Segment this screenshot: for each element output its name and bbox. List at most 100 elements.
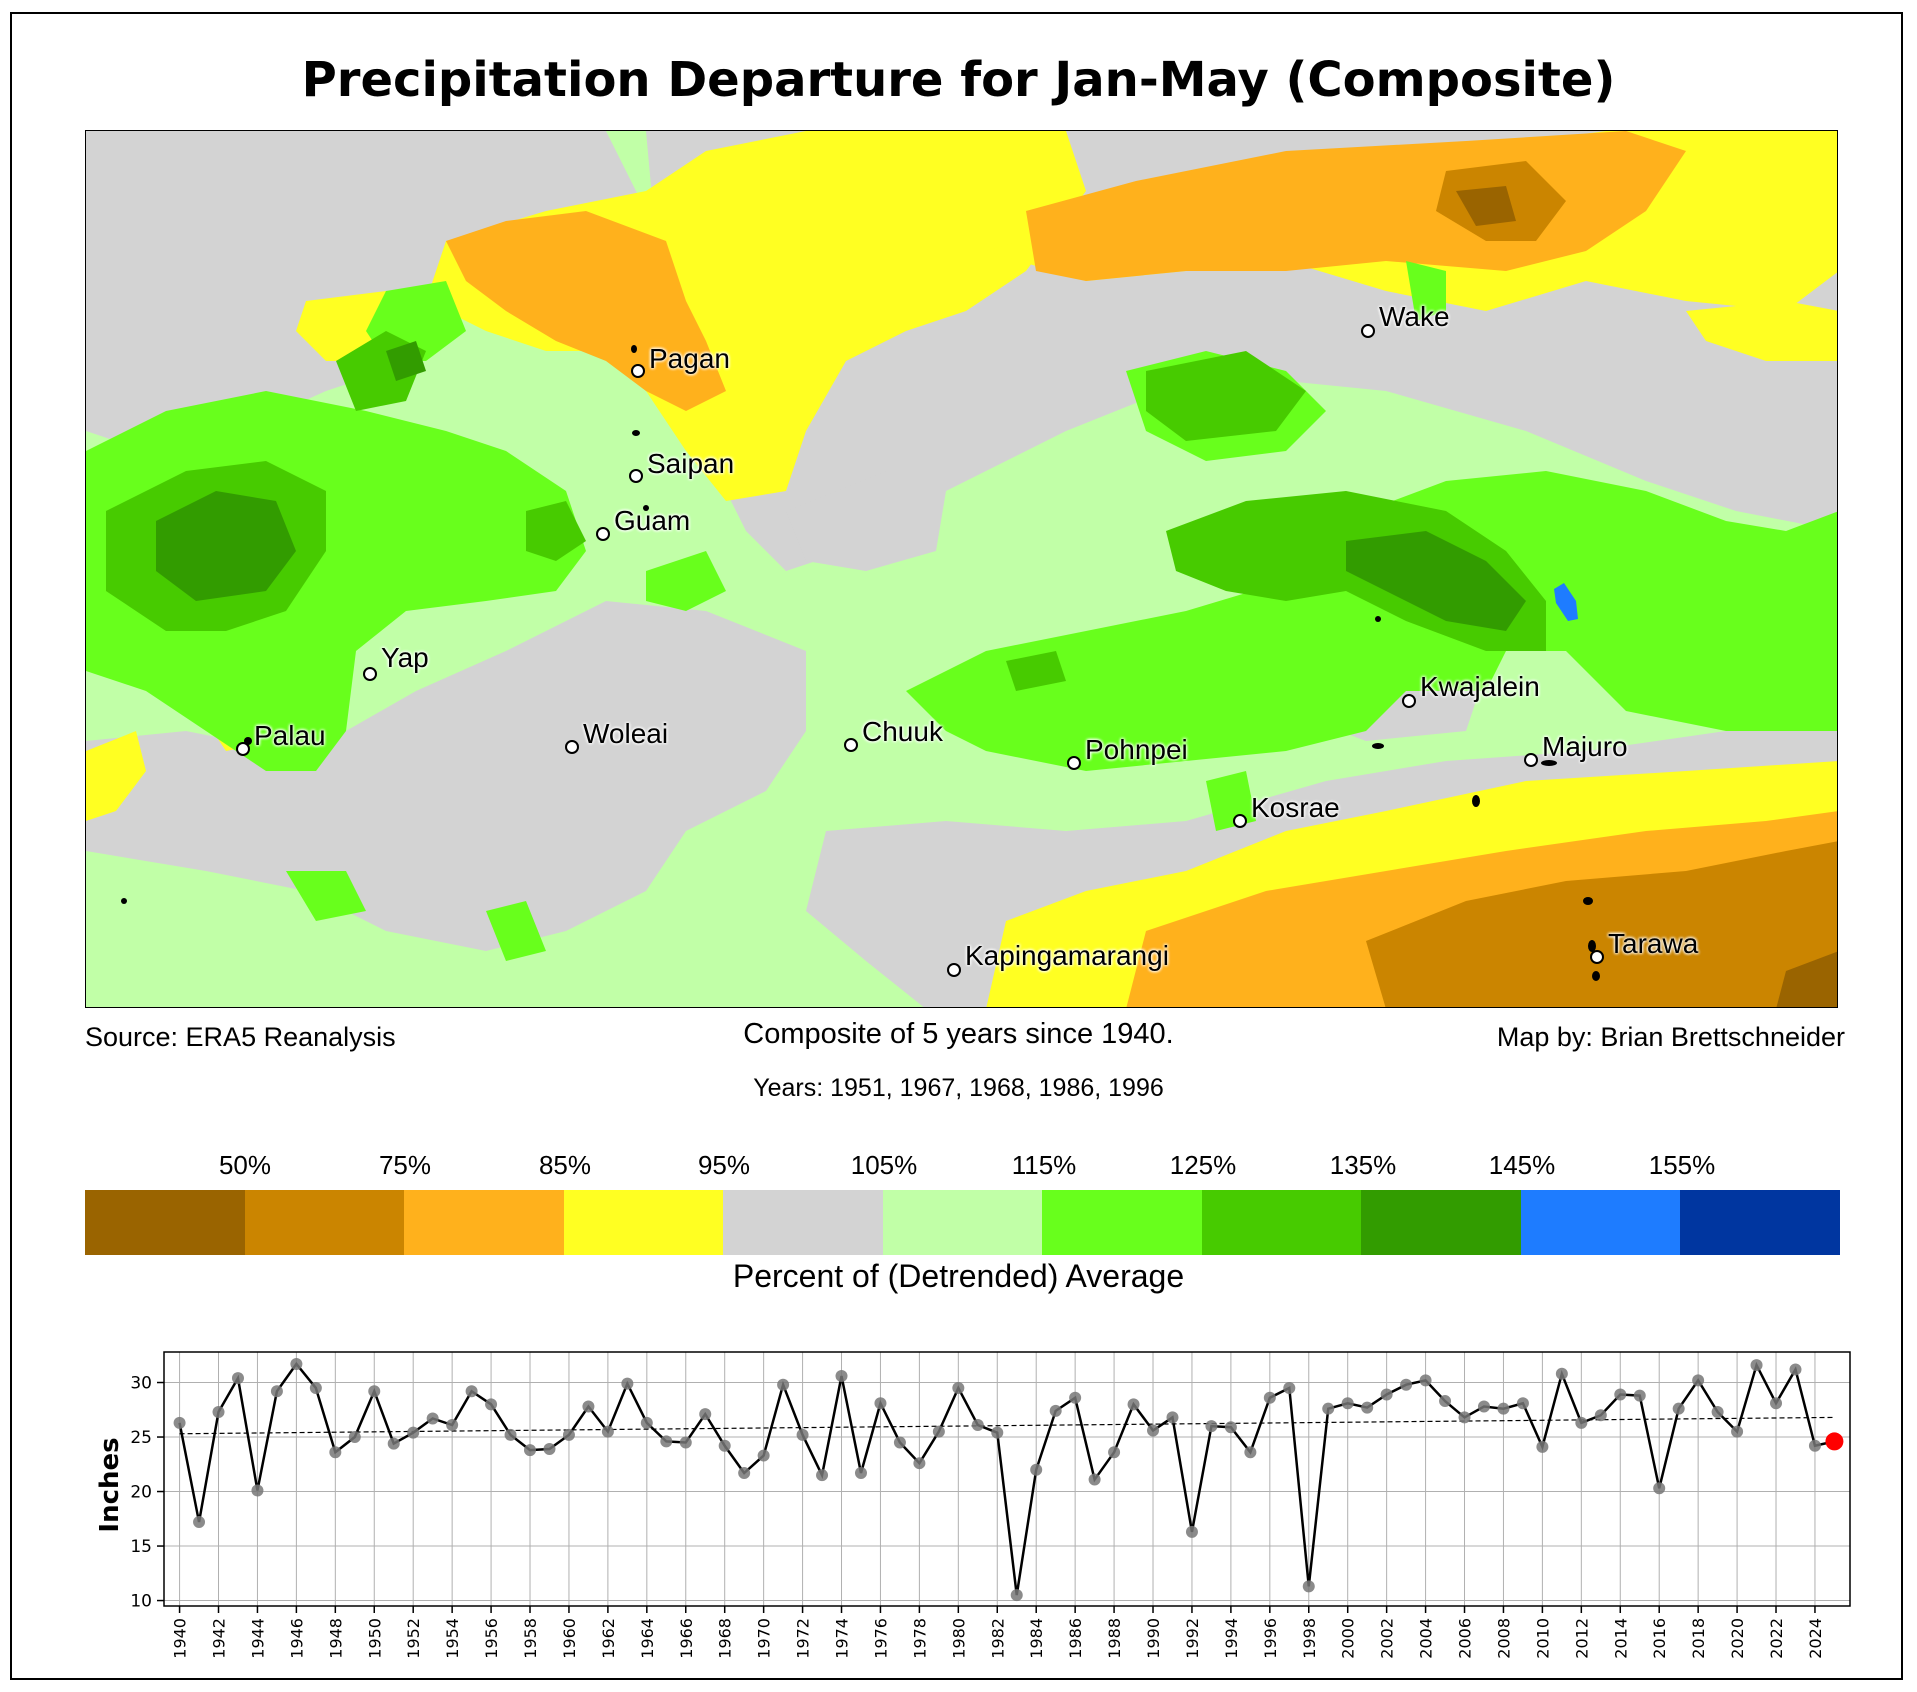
station-label-pohnpei: Pohnpei	[1085, 734, 1188, 765]
colorbar	[85, 1190, 1841, 1255]
colorbar-swatch	[244, 1190, 405, 1255]
x-tick-label: 2010	[1533, 1618, 1552, 1659]
station-marker-chuuk	[844, 738, 858, 752]
x-tick-label: 1964	[638, 1618, 657, 1659]
x-tick-label: 2002	[1378, 1618, 1397, 1659]
x-tick-label: 1996	[1261, 1618, 1280, 1659]
x-tick-label: 2024	[1806, 1618, 1825, 1659]
x-tick-label: 1950	[365, 1618, 384, 1659]
data-point	[1614, 1388, 1627, 1401]
data-point	[835, 1369, 848, 1382]
station-label-tarawa: Tarawa	[1608, 928, 1699, 959]
colorbar-swatch	[1520, 1190, 1681, 1255]
data-point	[309, 1381, 322, 1394]
data-point	[1458, 1411, 1471, 1424]
colorbar-label: 75%	[378, 1150, 432, 1180]
station-marker-tarawa	[1590, 950, 1604, 964]
data-point	[524, 1444, 537, 1457]
x-tick-label: 1966	[677, 1618, 696, 1659]
data-point	[193, 1516, 206, 1529]
x-tick-label: 1956	[482, 1618, 501, 1659]
x-tick-label: 1970	[755, 1618, 774, 1659]
data-point	[601, 1425, 614, 1438]
source-text: Source: ERA5 Reanalysis	[85, 1022, 396, 1052]
data-point	[407, 1426, 420, 1439]
colorbar-label: 50%	[218, 1150, 272, 1180]
data-point	[893, 1436, 906, 1449]
figure-frame	[10, 12, 1903, 1680]
data-point	[465, 1385, 478, 1398]
x-tick-label: 2020	[1728, 1618, 1747, 1659]
station-marker-guam	[596, 527, 610, 541]
x-tick-label: 1960	[560, 1618, 579, 1659]
data-point	[1555, 1367, 1568, 1380]
station-marker-yap	[363, 667, 377, 681]
islands	[121, 345, 1600, 981]
x-tick-label: 1968	[716, 1618, 735, 1659]
data-point	[1108, 1446, 1121, 1459]
colorbar-label: 155%	[1648, 1150, 1716, 1180]
region-145-155	[1554, 583, 1578, 621]
station-label-chuuk: Chuuk	[862, 716, 943, 747]
x-tick-label: 1986	[1066, 1618, 1085, 1659]
data-point	[1692, 1374, 1705, 1387]
data-point	[1224, 1421, 1237, 1434]
data-point	[1711, 1405, 1724, 1418]
x-tick-label: 1972	[794, 1618, 813, 1659]
data-point	[757, 1449, 770, 1462]
station-label-wake: Wake	[1379, 301, 1450, 332]
data-point	[1419, 1374, 1432, 1387]
data-point	[1575, 1416, 1588, 1429]
data-point	[387, 1437, 400, 1450]
data-point	[796, 1428, 809, 1441]
x-tick-label: 2004	[1417, 1618, 1436, 1659]
data-point	[348, 1431, 361, 1444]
colorbar-swatch	[1361, 1190, 1521, 1255]
x-tick-label: 2008	[1494, 1618, 1513, 1659]
y-tick-label: 30	[130, 1374, 152, 1394]
data-point	[1283, 1381, 1296, 1394]
y-tick-label: 10	[130, 1592, 152, 1612]
data-point	[777, 1378, 790, 1391]
x-tick-label: 2012	[1572, 1618, 1591, 1659]
x-tick-label: 1974	[833, 1618, 852, 1659]
station-label-palau: Palau	[254, 720, 326, 751]
data-point	[212, 1405, 225, 1418]
y-tick-label: 15	[130, 1537, 152, 1557]
colorbar-label: 115%	[1011, 1150, 1077, 1180]
data-point	[1808, 1439, 1821, 1452]
series-line	[178, 1361, 1835, 1596]
x-tick-label: 2000	[1339, 1618, 1358, 1659]
data-point	[1497, 1402, 1510, 1415]
data-point	[368, 1385, 381, 1398]
data-point	[1263, 1391, 1276, 1404]
colorbar-label: 105%	[850, 1150, 918, 1180]
colorbar-swatch	[1042, 1190, 1202, 1255]
trend-line	[179, 1416, 1835, 1435]
station-label-pagan: Pagan	[649, 343, 730, 374]
data-point	[952, 1381, 965, 1394]
data-point	[816, 1469, 829, 1482]
data-point	[1594, 1409, 1607, 1422]
data-point	[874, 1397, 887, 1410]
data-point	[1477, 1400, 1490, 1413]
x-tick-label: 1994	[1222, 1618, 1241, 1659]
x-tick-label: 2022	[1767, 1618, 1786, 1659]
x-tick-label: 1958	[521, 1618, 540, 1659]
data-point	[640, 1416, 653, 1429]
colorbar-label: 145%	[1488, 1150, 1556, 1180]
data-point	[173, 1416, 186, 1429]
colorbar-swatch	[1680, 1190, 1841, 1255]
data-point	[1361, 1401, 1374, 1414]
station-label-saipan: Saipan	[647, 448, 735, 479]
y-tick-label: 25	[130, 1428, 152, 1448]
x-tick-label: 2018	[1689, 1618, 1708, 1659]
station-marker-kwajalein	[1402, 694, 1416, 708]
data-point	[1185, 1525, 1198, 1538]
x-tick-label: 1982	[988, 1618, 1007, 1659]
region-below-50	[1456, 186, 1837, 1007]
data-point	[1088, 1473, 1101, 1486]
data-point	[1439, 1395, 1452, 1408]
data-point	[913, 1457, 926, 1470]
colorbar-swatch	[1201, 1190, 1362, 1255]
